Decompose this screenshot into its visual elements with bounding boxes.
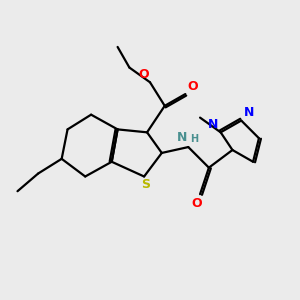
Text: H: H (190, 134, 198, 143)
Text: O: O (188, 80, 198, 93)
Text: O: O (138, 68, 148, 81)
Text: S: S (141, 178, 150, 191)
Text: N: N (208, 118, 218, 131)
Text: N: N (176, 130, 187, 143)
Text: O: O (192, 196, 203, 209)
Text: N: N (244, 106, 254, 119)
